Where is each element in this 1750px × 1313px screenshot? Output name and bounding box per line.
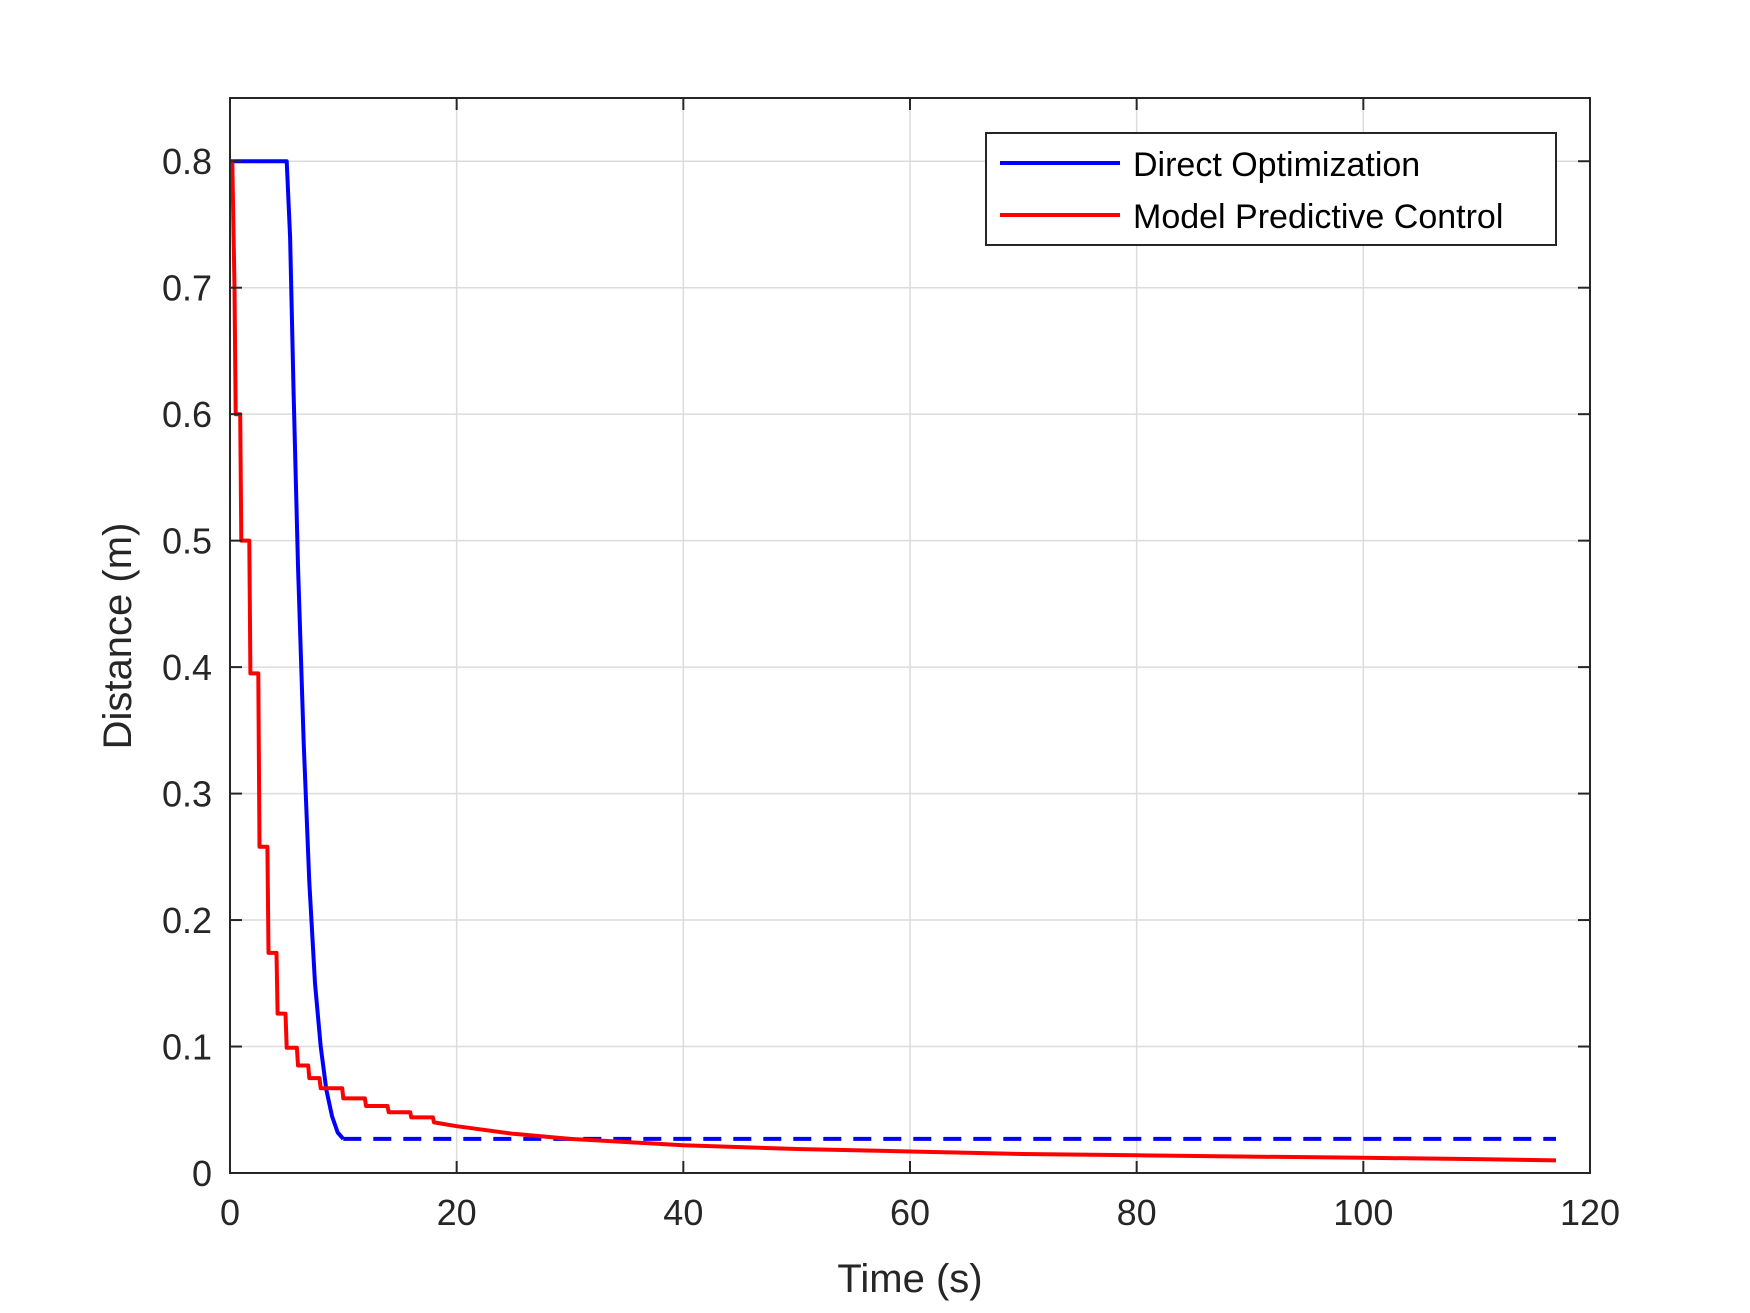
y-tick-label: 0	[192, 1153, 212, 1194]
x-axis-label: Time (s)	[837, 1257, 982, 1301]
y-axis-label: Distance (m)	[96, 523, 140, 750]
x-tick-label: 120	[1560, 1192, 1620, 1233]
legend-label-model-predictive-control: Model Predictive Control	[1133, 198, 1503, 236]
y-tick-label: 0.6	[162, 394, 212, 435]
x-tick-label: 0	[220, 1192, 240, 1233]
y-tick-label: 0.1	[162, 1027, 212, 1068]
y-tick-labels: 0 0.1 0.2 0.3 0.4 0.5 0.6 0.7 0.8	[162, 141, 212, 1194]
ticks	[229, 98, 1591, 1174]
legend-label-direct-optimization: Direct Optimization	[1133, 146, 1420, 184]
y-tick-label: 0.3	[162, 774, 212, 815]
x-tick-label: 100	[1333, 1192, 1393, 1233]
legend: Direct Optimization Model Predictive Con…	[985, 132, 1557, 246]
grid	[230, 98, 1590, 1173]
x-tick-label: 40	[663, 1192, 703, 1233]
series-group	[230, 159, 1557, 1163]
x-tick-label: 20	[437, 1192, 477, 1233]
series-line-direct-optimization	[230, 159, 345, 1141]
y-tick-label: 0.2	[162, 900, 212, 941]
x-tick-label: 60	[890, 1192, 930, 1233]
y-tick-label: 0.7	[162, 268, 212, 309]
x-tick-labels: 0 20 40 60 80 100 120	[220, 1192, 1620, 1233]
y-tick-label: 0.4	[162, 647, 212, 688]
y-tick-label: 0.8	[162, 141, 212, 182]
y-tick-label: 0.5	[162, 521, 212, 562]
legend-box	[985, 132, 1557, 246]
x-tick-label: 80	[1117, 1192, 1157, 1233]
series-line-model-predictive-control	[230, 159, 1557, 1163]
